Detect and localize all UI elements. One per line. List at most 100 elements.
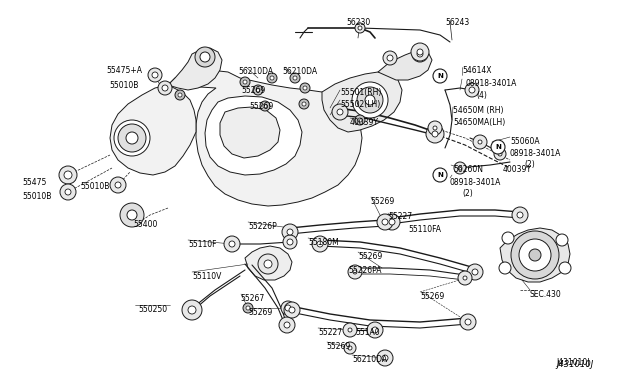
Circle shape (426, 125, 444, 143)
Circle shape (472, 269, 478, 275)
Text: 55269: 55269 (358, 252, 382, 261)
Circle shape (529, 249, 541, 261)
Circle shape (110, 177, 126, 193)
Text: J431010J: J431010J (556, 358, 589, 367)
Polygon shape (245, 246, 292, 280)
Circle shape (64, 171, 72, 179)
Text: 55475+A: 55475+A (106, 66, 142, 75)
Circle shape (267, 73, 277, 83)
Circle shape (465, 83, 479, 97)
Circle shape (126, 132, 138, 144)
Text: SEC.430: SEC.430 (530, 290, 562, 299)
Circle shape (511, 231, 559, 279)
Circle shape (458, 271, 472, 285)
Text: 54650MA(LH): 54650MA(LH) (453, 118, 505, 127)
Circle shape (353, 270, 357, 274)
Circle shape (127, 210, 137, 220)
Circle shape (243, 303, 253, 313)
Circle shape (302, 102, 306, 106)
Polygon shape (168, 70, 362, 206)
Circle shape (519, 239, 551, 271)
Circle shape (556, 234, 568, 246)
Circle shape (317, 241, 323, 247)
Circle shape (372, 327, 378, 333)
Text: 55400: 55400 (133, 220, 157, 229)
Circle shape (433, 69, 447, 83)
Circle shape (59, 166, 77, 184)
Circle shape (284, 302, 300, 318)
Circle shape (120, 203, 144, 227)
Text: 55269: 55269 (326, 342, 350, 351)
Polygon shape (500, 228, 570, 282)
Circle shape (188, 306, 196, 314)
Polygon shape (378, 50, 432, 80)
Circle shape (162, 85, 168, 91)
Text: 55267: 55267 (240, 294, 264, 303)
Circle shape (344, 342, 356, 354)
Circle shape (367, 322, 383, 338)
Circle shape (264, 260, 272, 268)
Circle shape (348, 346, 352, 350)
Circle shape (467, 264, 483, 280)
Circle shape (412, 46, 428, 62)
Circle shape (148, 68, 162, 82)
Circle shape (312, 236, 328, 252)
Circle shape (465, 319, 471, 325)
Circle shape (303, 86, 307, 90)
Circle shape (65, 189, 71, 195)
Circle shape (229, 241, 235, 247)
Text: 55269: 55269 (420, 292, 444, 301)
Circle shape (348, 265, 362, 279)
Circle shape (158, 81, 172, 95)
Text: (2): (2) (462, 189, 473, 198)
Circle shape (377, 350, 393, 366)
Circle shape (263, 104, 267, 108)
Circle shape (512, 207, 528, 223)
Circle shape (387, 55, 393, 61)
Circle shape (382, 355, 388, 361)
Circle shape (343, 323, 357, 337)
Circle shape (428, 121, 442, 135)
Circle shape (60, 184, 76, 200)
Circle shape (175, 90, 185, 100)
Text: 55010B: 55010B (22, 192, 51, 201)
Circle shape (411, 43, 429, 61)
Polygon shape (322, 72, 402, 132)
Text: 08918-3401A: 08918-3401A (466, 79, 517, 88)
Circle shape (178, 93, 182, 97)
Circle shape (270, 76, 274, 80)
Circle shape (200, 52, 210, 62)
Text: 56210DA: 56210DA (352, 355, 387, 364)
Circle shape (357, 87, 383, 113)
Circle shape (473, 135, 487, 149)
Circle shape (417, 49, 423, 55)
Text: 08918-3401A: 08918-3401A (450, 178, 501, 187)
Text: 550250: 550250 (138, 305, 167, 314)
Text: N: N (437, 172, 443, 178)
Text: 55060A: 55060A (510, 137, 540, 146)
Circle shape (115, 182, 121, 188)
Circle shape (499, 262, 511, 274)
Circle shape (299, 99, 309, 109)
Circle shape (355, 115, 365, 125)
Circle shape (337, 109, 343, 115)
Circle shape (383, 51, 397, 65)
Circle shape (517, 212, 523, 218)
Text: 551A0: 551A0 (355, 328, 380, 337)
Circle shape (433, 126, 437, 130)
Text: 55269: 55269 (249, 102, 273, 111)
Text: 55110V: 55110V (192, 272, 221, 281)
Text: 56210DA: 56210DA (238, 67, 273, 76)
Circle shape (494, 148, 506, 160)
Text: 55110F: 55110F (188, 240, 216, 249)
Circle shape (478, 140, 482, 144)
Circle shape (114, 120, 150, 156)
Circle shape (352, 82, 388, 118)
Text: 55502(LH): 55502(LH) (340, 100, 380, 109)
Circle shape (332, 104, 348, 120)
Text: 56260N: 56260N (453, 165, 483, 174)
Text: 40039Y: 40039Y (503, 165, 532, 174)
Circle shape (348, 328, 352, 332)
Circle shape (279, 317, 295, 333)
Circle shape (433, 168, 447, 182)
